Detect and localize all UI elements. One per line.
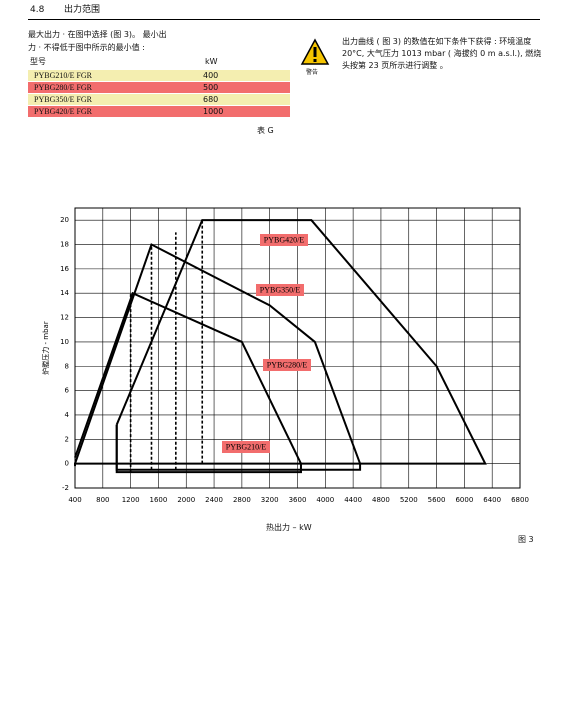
series-label-bg: [260, 234, 308, 246]
x-tick-label: 800: [96, 496, 109, 504]
x-axis-label: 热出力 – kW: [266, 523, 312, 532]
x-tick-label: 3600: [289, 496, 307, 504]
series-label: PYBG420/E: [264, 235, 305, 244]
table-cell: 500: [203, 83, 219, 92]
y-tick-label: 4: [65, 411, 70, 419]
x-tick-label: 2000: [177, 496, 195, 504]
y-axis-label: 炉膛压力 - mbar: [41, 321, 50, 375]
x-tick-label: 4400: [344, 496, 362, 504]
y-tick-label: 14: [60, 289, 69, 297]
table-caption: 表 G: [257, 126, 274, 135]
series-label-bg: [256, 284, 304, 296]
table-cell: 680: [203, 95, 219, 104]
y-tick-label: 0: [65, 460, 69, 468]
table-cell: PYBG350/E FGR: [34, 95, 93, 104]
series-label-bg: [222, 441, 270, 453]
table-row: PYBG350/E FGR 680: [28, 94, 290, 105]
chart: 400 800 1200 1600 2000 2400 2800 3200 3600 4000 44…: [41, 207, 529, 504]
warning-text: 出力曲线 ( 图 3) 的数值在如下条件下获得 : 环境温度 20°C, 大气压…: [342, 37, 542, 70]
y-tick-label: 20: [60, 216, 69, 224]
table-row: PYBG280/E FGR 500: [28, 82, 290, 93]
plot-frame: [74, 207, 521, 489]
intro-line: 力 · 不得低于图中所示的最小值 :: [28, 43, 145, 52]
warning-icon: [300, 38, 330, 65]
series-label: PYBG350/E: [260, 285, 301, 294]
series-label: PYBG210/E: [226, 442, 267, 451]
working-field: [74, 219, 487, 467]
x-tick-label: 1600: [150, 496, 168, 504]
table-cell: 400: [203, 71, 219, 80]
x-tick-label: 4000: [316, 496, 334, 504]
y-tick-label: 2: [65, 435, 69, 443]
y-tick-label: 10: [60, 338, 69, 346]
rule: [28, 19, 540, 20]
table-row: PYBG210/E FGR 400: [28, 70, 290, 81]
section-title: 出力范围: [64, 5, 101, 15]
x-tick-label: 5600: [428, 496, 446, 504]
intro-line: 最大出力 · 在图中选择 (图 3)。 最小出: [28, 30, 167, 39]
table-head: kW: [205, 57, 218, 66]
warning-label: 警告: [306, 69, 319, 76]
series-label: PYBG280/E: [267, 360, 308, 369]
series-label-bg: [263, 359, 311, 371]
y-tick-label: 12: [60, 314, 69, 322]
section-number: 4.8: [30, 5, 45, 15]
y-tick-label: -2: [62, 484, 69, 492]
y-tick-label: 6: [65, 387, 70, 395]
table-head: 型号: [30, 57, 46, 66]
x-tick-label: 3200: [261, 496, 279, 504]
table-cell: PYBG420/E FGR: [34, 107, 93, 116]
y-tick-label: 16: [60, 265, 69, 273]
x-tick-label: 2800: [233, 496, 251, 504]
table-cell: PYBG280/E FGR: [34, 83, 93, 92]
x-tick-label: 6800: [511, 496, 529, 504]
x-tick-label: 6000: [455, 496, 473, 504]
working-field: [74, 243, 362, 471]
x-tick-label: 6400: [483, 496, 501, 504]
x-tick-label: 2400: [205, 496, 223, 504]
x-tick-label: 1200: [122, 496, 140, 504]
y-tick-label: 18: [60, 241, 69, 249]
working-field: [115, 424, 302, 474]
figure-caption: 图 3: [518, 535, 534, 544]
working-field: [74, 291, 302, 465]
table-cell: PYBG210/E FGR: [34, 71, 93, 80]
x-tick-label: 400: [68, 496, 81, 504]
table-cell: 1000: [203, 107, 224, 116]
x-tick-label: 5200: [400, 496, 418, 504]
x-tick-label: 4800: [372, 496, 390, 504]
y-tick-label: 8: [65, 362, 69, 370]
table-row: PYBG420/E FGR 1000: [28, 106, 290, 117]
